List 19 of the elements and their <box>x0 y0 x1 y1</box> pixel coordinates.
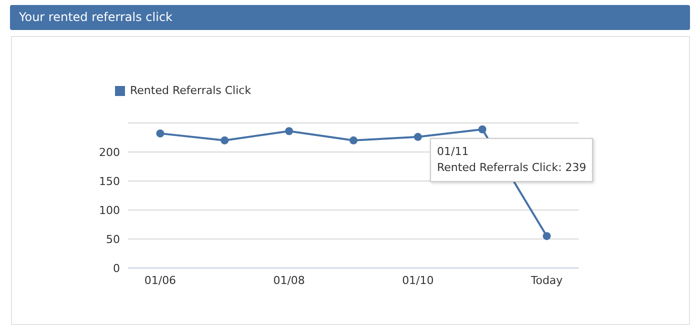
y-tick-label: 200 <box>99 146 120 159</box>
y-tick-label: 150 <box>99 174 120 188</box>
x-tick-label: Today <box>530 274 564 287</box>
point <box>542 232 551 240</box>
x-tick-label: 01/06 <box>144 274 176 287</box>
point <box>414 132 422 141</box>
chart-title: Your rented referrals click <box>10 5 690 30</box>
legend-label: Rented Referrals Click <box>130 84 252 97</box>
x-tick-label: 01/08 <box>273 274 305 287</box>
point <box>478 125 486 134</box>
point <box>156 129 164 138</box>
y-tick-label: 100 <box>99 204 120 217</box>
y-tick-label: 50 <box>106 232 120 246</box>
y-tick-label: 0 <box>113 262 120 275</box>
annotation: 01/11 Rented Referrals Click: 239 <box>430 138 594 182</box>
point <box>220 136 229 144</box>
point <box>350 136 358 144</box>
x-tick-label: 01/10 <box>402 274 434 287</box>
point <box>285 127 294 136</box>
